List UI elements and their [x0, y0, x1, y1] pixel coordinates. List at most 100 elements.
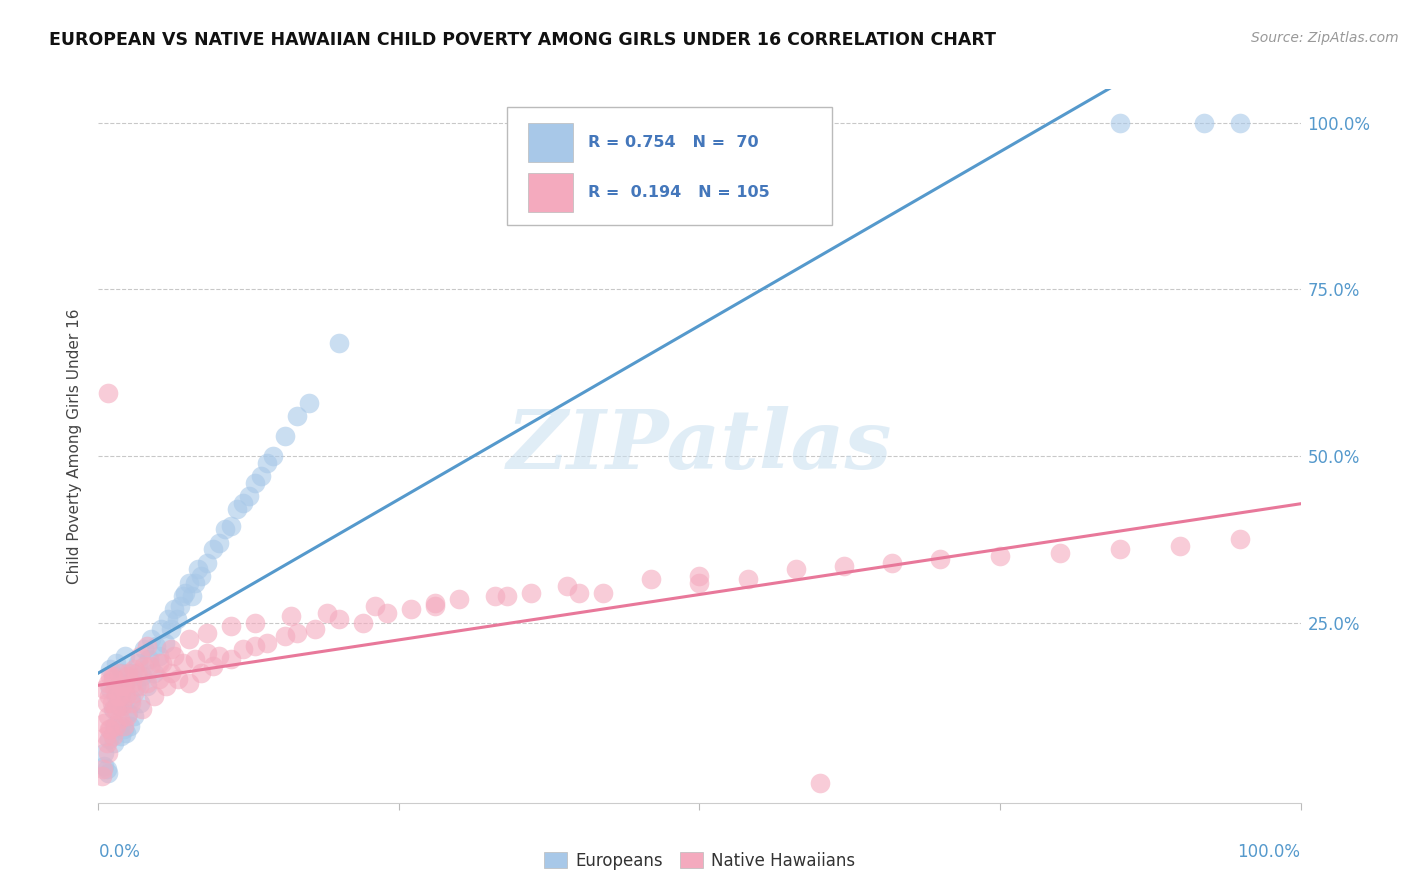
Point [555, 579, 578, 593]
Point [100, 682, 122, 697]
Point [135, 679, 157, 693]
Point [177, 632, 200, 647]
Point [100, 662, 122, 676]
Point [249, 469, 271, 483]
Point [142, 665, 165, 680]
Point [129, 649, 152, 664]
Point [219, 619, 242, 633]
Point [114, 679, 136, 693]
Point [285, 409, 308, 423]
Point [174, 585, 197, 599]
Point [689, 575, 711, 590]
FancyBboxPatch shape [527, 173, 574, 212]
Point [100, 723, 122, 737]
Point [97, 675, 120, 690]
Point [256, 636, 278, 650]
Point [127, 656, 149, 670]
Point [108, 719, 131, 733]
Point [124, 686, 146, 700]
Point [195, 625, 218, 640]
Point [166, 612, 188, 626]
Point [108, 699, 131, 714]
Point [124, 709, 146, 723]
Point [112, 719, 135, 733]
Point [117, 673, 139, 687]
Point [274, 429, 297, 443]
Point [364, 599, 387, 613]
Point [96, 696, 118, 710]
Point [157, 612, 180, 626]
Point [135, 675, 157, 690]
Point [190, 665, 212, 680]
Point [108, 689, 131, 703]
Point [120, 696, 142, 710]
Point [166, 673, 188, 687]
Point [93, 682, 115, 697]
Point [93, 746, 115, 760]
Point [238, 489, 260, 503]
Point [117, 669, 139, 683]
Point [159, 665, 181, 680]
Point [138, 652, 160, 666]
Point [124, 662, 146, 676]
Point [120, 692, 142, 706]
Point [208, 649, 231, 664]
Point [101, 673, 124, 687]
Point [225, 502, 247, 516]
FancyBboxPatch shape [527, 123, 574, 162]
Point [219, 519, 242, 533]
Point [1229, 533, 1251, 547]
Point [107, 689, 129, 703]
FancyBboxPatch shape [508, 107, 832, 225]
Point [91, 763, 114, 777]
Point [484, 589, 506, 603]
Point [243, 639, 266, 653]
Point [195, 646, 218, 660]
Point [177, 675, 200, 690]
Y-axis label: Child Poverty Among Girls Under 16: Child Poverty Among Girls Under 16 [67, 309, 83, 583]
Point [262, 449, 284, 463]
Point [280, 609, 302, 624]
Point [1109, 542, 1132, 557]
Point [148, 673, 170, 687]
Point [148, 656, 170, 670]
Point [91, 769, 114, 783]
Point [98, 732, 121, 747]
Point [132, 642, 155, 657]
Point [135, 639, 157, 653]
Point [131, 702, 153, 716]
Point [214, 522, 236, 536]
Point [592, 585, 614, 599]
Point [93, 715, 115, 730]
Point [243, 615, 266, 630]
Point [496, 589, 519, 603]
Text: ZIPatlas: ZIPatlas [506, 406, 893, 486]
Point [105, 719, 128, 733]
Point [105, 702, 128, 716]
Point [148, 649, 170, 664]
Point [201, 659, 224, 673]
Point [423, 599, 446, 613]
Point [181, 589, 204, 603]
Point [97, 746, 120, 760]
Point [1049, 546, 1071, 560]
Point [298, 395, 321, 409]
Point [423, 596, 446, 610]
Point [172, 589, 194, 603]
Point [129, 696, 152, 710]
Point [115, 689, 138, 703]
Point [201, 542, 224, 557]
Point [132, 659, 155, 673]
Point [103, 702, 125, 716]
Point [105, 656, 128, 670]
Point [150, 656, 173, 670]
Point [128, 679, 150, 693]
Point [145, 639, 167, 653]
Point [114, 686, 136, 700]
Point [285, 625, 308, 640]
Point [131, 669, 153, 683]
Point [159, 642, 181, 657]
Point [111, 679, 134, 693]
Point [101, 669, 124, 683]
Point [98, 723, 121, 737]
